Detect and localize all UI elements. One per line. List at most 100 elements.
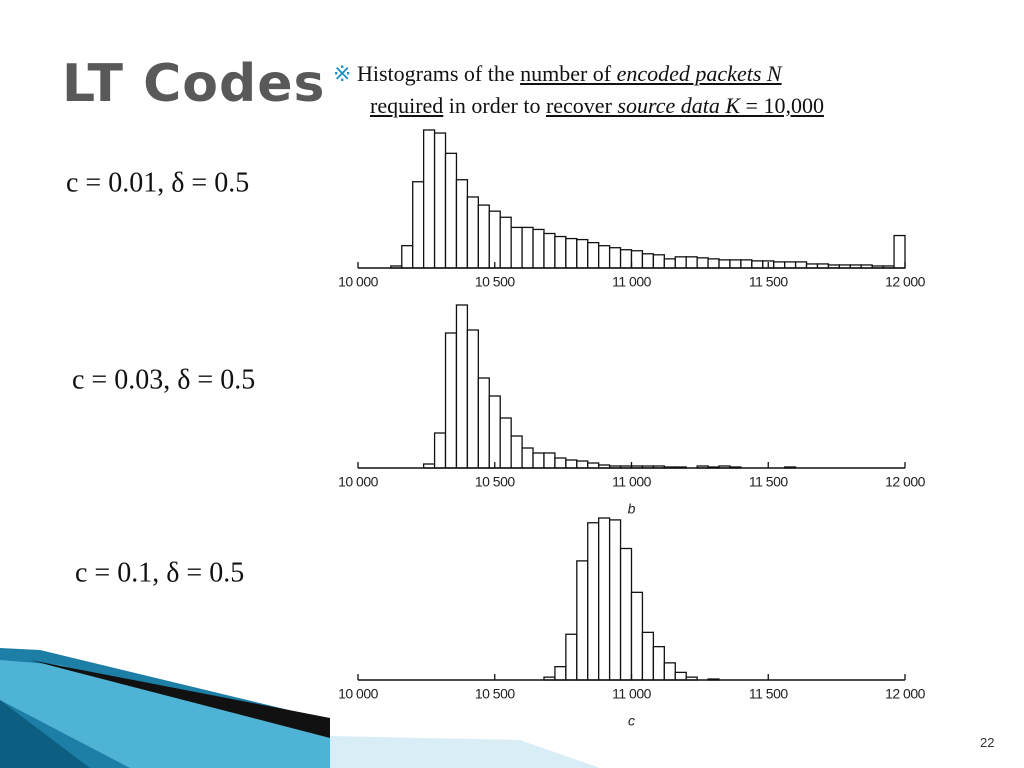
bar [565, 633, 578, 681]
x-axis-label: b [628, 501, 636, 517]
bar [630, 591, 644, 681]
bar [608, 519, 622, 681]
bar [587, 241, 600, 269]
bar [565, 237, 578, 269]
bar [444, 332, 458, 469]
x-tick-label: 10 000 [338, 474, 379, 490]
x-tick-label: 10 500 [475, 474, 516, 490]
bar [619, 547, 633, 681]
bar [455, 179, 469, 269]
x-tick-label: 12 000 [885, 474, 926, 490]
bar [663, 258, 676, 269]
bar [576, 460, 589, 469]
bar [630, 250, 644, 269]
bar [740, 259, 753, 269]
bar [674, 256, 687, 269]
swoosh [0, 700, 90, 768]
x-tick-label: 11 000 [612, 686, 651, 702]
bar [729, 259, 742, 269]
bar [794, 261, 808, 269]
bar [587, 522, 600, 681]
bar [554, 235, 567, 269]
bar [543, 452, 556, 469]
bar [422, 129, 436, 269]
bar [696, 257, 709, 269]
bar [718, 259, 731, 269]
bar [641, 253, 655, 269]
bar [412, 181, 425, 269]
bar [477, 204, 490, 269]
x-tick-label: 10 000 [338, 686, 379, 702]
bar [663, 662, 676, 681]
chart-label: c = 0.03, δ = 0.5 [72, 364, 255, 395]
bullet-text: in order to [443, 93, 546, 118]
x-tick-label: 10 500 [475, 274, 516, 290]
bar [543, 232, 556, 269]
bar [576, 238, 589, 269]
swoosh [30, 660, 330, 738]
bar [751, 260, 764, 269]
bullet-text: source data K [617, 93, 741, 118]
bar [488, 395, 501, 469]
bar [433, 432, 447, 469]
bar [455, 304, 469, 469]
bar [466, 196, 479, 269]
bar [554, 457, 567, 469]
bar [773, 261, 786, 269]
bar [466, 329, 479, 469]
bar [685, 256, 698, 269]
bullet-text: Histograms of the [356, 61, 521, 86]
x-tick-label: 10 000 [338, 274, 379, 290]
bar [619, 249, 633, 269]
bar [784, 261, 797, 269]
chart-label: c = 0.1, δ = 0.5 [75, 557, 244, 588]
bullet: ※ Histograms of the number of encoded pa… [333, 58, 1013, 122]
bar [521, 447, 534, 469]
bar [652, 645, 665, 681]
bar [598, 517, 611, 681]
bullet-text: encoded packets N [616, 61, 782, 86]
bar [641, 631, 655, 681]
bar [499, 216, 512, 269]
bullet-text: required [370, 93, 444, 118]
bar [576, 560, 589, 681]
bullet-text: number of [520, 61, 617, 86]
x-tick-label: 12 000 [885, 686, 926, 702]
swoosh [330, 736, 600, 768]
bar [521, 226, 534, 269]
bar [608, 247, 622, 269]
chart-label: c = 0.01, δ = 0.5 [66, 167, 249, 198]
x-tick-label: 11 000 [612, 474, 651, 490]
x-tick-label: 11 500 [749, 474, 788, 490]
bar [444, 152, 458, 269]
swoosh [0, 660, 330, 768]
x-tick-label: 11 500 [749, 274, 788, 290]
bullet-text: recover [545, 93, 618, 118]
bar [554, 666, 567, 681]
page-number: 22 [980, 735, 995, 750]
x-tick-label: 11 500 [749, 686, 788, 702]
bar [652, 254, 665, 269]
bar [499, 417, 512, 469]
bar [401, 245, 414, 269]
bar [893, 234, 906, 269]
bar [433, 132, 447, 269]
bar [598, 245, 611, 269]
bar [674, 671, 687, 681]
slide-title: LT Codes [62, 54, 326, 114]
x-tick-label: 10 500 [475, 686, 516, 702]
bar [707, 258, 720, 269]
bar [488, 210, 501, 269]
bar [510, 226, 523, 269]
bar [532, 452, 545, 469]
bar [565, 459, 578, 469]
bar [532, 228, 545, 269]
bullet-text: = 10,000 [740, 93, 824, 118]
bar [477, 377, 490, 469]
bar [510, 435, 523, 469]
x-tick-label: 11 000 [612, 274, 651, 290]
